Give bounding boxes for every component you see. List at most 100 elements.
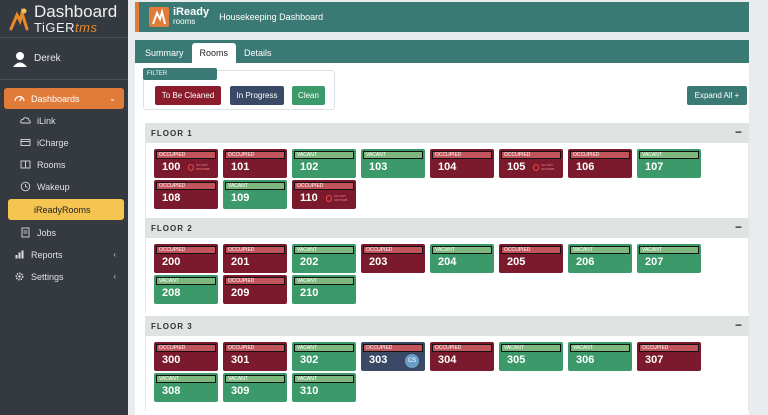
dnd-circle-icon — [326, 194, 333, 202]
dnd-label: DO NOT DISTURB — [541, 163, 555, 171]
room-tile[interactable]: OCCUPIED 105 DO NOT DISTURB — [499, 149, 563, 178]
room-number: 306 — [576, 354, 595, 366]
clock-icon — [20, 181, 31, 192]
room-status-badge: OCCUPIED — [363, 344, 423, 352]
room-tile[interactable]: OCCUPIED 108 — [154, 180, 218, 209]
room-tile[interactable]: VACANT 102 — [292, 149, 356, 178]
room-tile[interactable]: OCCUPIED 104 — [430, 149, 494, 178]
tab-summary[interactable]: Summary — [145, 48, 184, 58]
floor-section: FLOOR 3− OCCUPIED 300 OCCUPIED 301 VACANT 302 O… — [145, 316, 749, 411]
user-profile[interactable]: Derek — [0, 38, 128, 80]
room-status-badge: VACANT — [639, 151, 699, 159]
room-number: 208 — [162, 287, 181, 299]
room-tile[interactable]: OCCUPIED 110 DO NOT DISTURB — [292, 180, 356, 209]
room-tile[interactable]: VACANT 206 — [568, 244, 632, 273]
floor-header[interactable]: FLOOR 3 − — [145, 316, 749, 336]
room-tile[interactable]: OCCUPIED 200 — [154, 244, 218, 273]
room-number: 110 — [300, 192, 318, 204]
brand-title: Dashboard — [34, 2, 118, 21]
room-number: 209 — [231, 287, 250, 299]
room-tile[interactable]: VACANT 305 — [499, 342, 563, 371]
chart-icon — [14, 249, 25, 260]
room-number: 205 — [507, 256, 526, 268]
brand[interactable]: Dashboard TiGERtms — [0, 0, 128, 38]
room-number: 301 — [231, 354, 250, 366]
room-status-badge: VACANT — [570, 344, 630, 352]
room-status-badge: VACANT — [570, 246, 630, 254]
sidebar-item-reports[interactable]: Reports ‹ — [4, 244, 124, 265]
room-tile[interactable]: OCCUPIED 101 — [223, 149, 287, 178]
sidebar-item-wakeup[interactable]: Wakeup — [4, 176, 124, 197]
sidebar-item-icharge[interactable]: iCharge — [4, 132, 124, 153]
rooms-icon — [20, 159, 31, 170]
room-number: 102 — [300, 161, 319, 173]
sidebar-item-ireadyrooms[interactable]: iReadyRooms — [8, 199, 124, 220]
room-number: 106 — [576, 161, 595, 173]
room-status-badge: VACANT — [156, 375, 216, 383]
room-number: 108 — [162, 192, 181, 204]
floor-header[interactable]: FLOOR 2 − — [145, 218, 749, 238]
room-number: 204 — [438, 256, 457, 268]
room-tile[interactable]: OCCUPIED 304 — [430, 342, 494, 371]
room-number: 109 — [231, 192, 250, 204]
tab-details[interactable]: Details — [244, 48, 272, 58]
collapse-icon[interactable]: − — [734, 125, 743, 139]
floor-header[interactable]: FLOOR 1 − — [145, 123, 749, 143]
room-tile[interactable]: VACANT 107 — [637, 149, 701, 178]
chevron-left-icon: ‹ — [113, 272, 116, 281]
room-tile[interactable]: OCCUPIED 100 DO NOT DISTURB — [154, 149, 218, 178]
collapse-icon[interactable]: − — [734, 318, 743, 332]
room-tile[interactable]: OCCUPIED 106 — [568, 149, 632, 178]
room-tile[interactable]: VACANT 202 — [292, 244, 356, 273]
floor-title: FLOOR 3 — [151, 321, 193, 331]
room-tile[interactable]: VACANT 310 — [292, 373, 356, 402]
room-tile[interactable]: VACANT 208 — [154, 275, 218, 304]
room-number: 304 — [438, 354, 457, 366]
room-number: 305 — [507, 354, 526, 366]
room-status-badge: VACANT — [294, 344, 354, 352]
collapse-icon[interactable]: − — [734, 220, 743, 234]
filter-panel — [143, 70, 335, 110]
to-be-cleaned-button[interactable]: To Be Cleaned — [155, 86, 221, 105]
sidebar-item-label: Reports — [31, 249, 63, 260]
room-number: 303 — [369, 354, 388, 366]
room-tile[interactable]: VACANT 210 — [292, 275, 356, 304]
user-icon — [13, 51, 27, 67]
room-tile[interactable]: VACANT 308 — [154, 373, 218, 402]
sidebar-item-ilink[interactable]: iLink — [4, 110, 124, 131]
tab-rooms[interactable]: Rooms — [191, 43, 237, 63]
room-tile[interactable]: OCCUPIED 303 CS — [361, 342, 425, 371]
clean-button[interactable]: Clean — [292, 86, 325, 105]
user-name: Derek — [34, 53, 61, 64]
sidebar-item-dashboards[interactable]: Dashboards ⌄ — [4, 88, 124, 109]
room-tile[interactable]: OCCUPIED 209 — [223, 275, 287, 304]
room-tile[interactable]: VACANT 109 — [223, 180, 287, 209]
room-tile[interactable]: OCCUPIED 307 — [637, 342, 701, 371]
room-tile[interactable]: OCCUPIED 300 — [154, 342, 218, 371]
room-status-badge: VACANT — [432, 246, 492, 254]
room-tile[interactable]: VACANT 207 — [637, 244, 701, 273]
room-status-badge: OCCUPIED — [225, 151, 285, 159]
cloud-icon — [20, 115, 31, 126]
sidebar-item-rooms[interactable]: Rooms — [4, 154, 124, 175]
room-tile[interactable]: VACANT 204 — [430, 244, 494, 273]
room-tile[interactable]: VACANT 302 — [292, 342, 356, 371]
dnd-circle-icon — [533, 163, 540, 171]
sidebar-item-settings[interactable]: Settings ‹ — [4, 266, 124, 287]
gear-icon — [14, 271, 25, 282]
brand-sub-b: tms — [75, 20, 98, 35]
room-number: 202 — [300, 256, 319, 268]
in-progress-button[interactable]: In Progress — [230, 86, 284, 105]
room-tile[interactable]: VACANT 103 — [361, 149, 425, 178]
room-tile[interactable]: OCCUPIED 301 — [223, 342, 287, 371]
room-tile[interactable]: VACANT 309 — [223, 373, 287, 402]
tab-bar: Summary Rooms Details — [135, 40, 749, 63]
room-status-badge: OCCUPIED — [432, 344, 492, 352]
sidebar-item-jobs[interactable]: Jobs — [4, 222, 124, 243]
room-tile[interactable]: OCCUPIED 205 — [499, 244, 563, 273]
room-tile[interactable]: OCCUPIED 201 — [223, 244, 287, 273]
expand-all-button[interactable]: Expand All + — [687, 86, 747, 105]
room-status-badge: VACANT — [225, 375, 285, 383]
room-tile[interactable]: OCCUPIED 203 — [361, 244, 425, 273]
room-tile[interactable]: VACANT 306 — [568, 342, 632, 371]
